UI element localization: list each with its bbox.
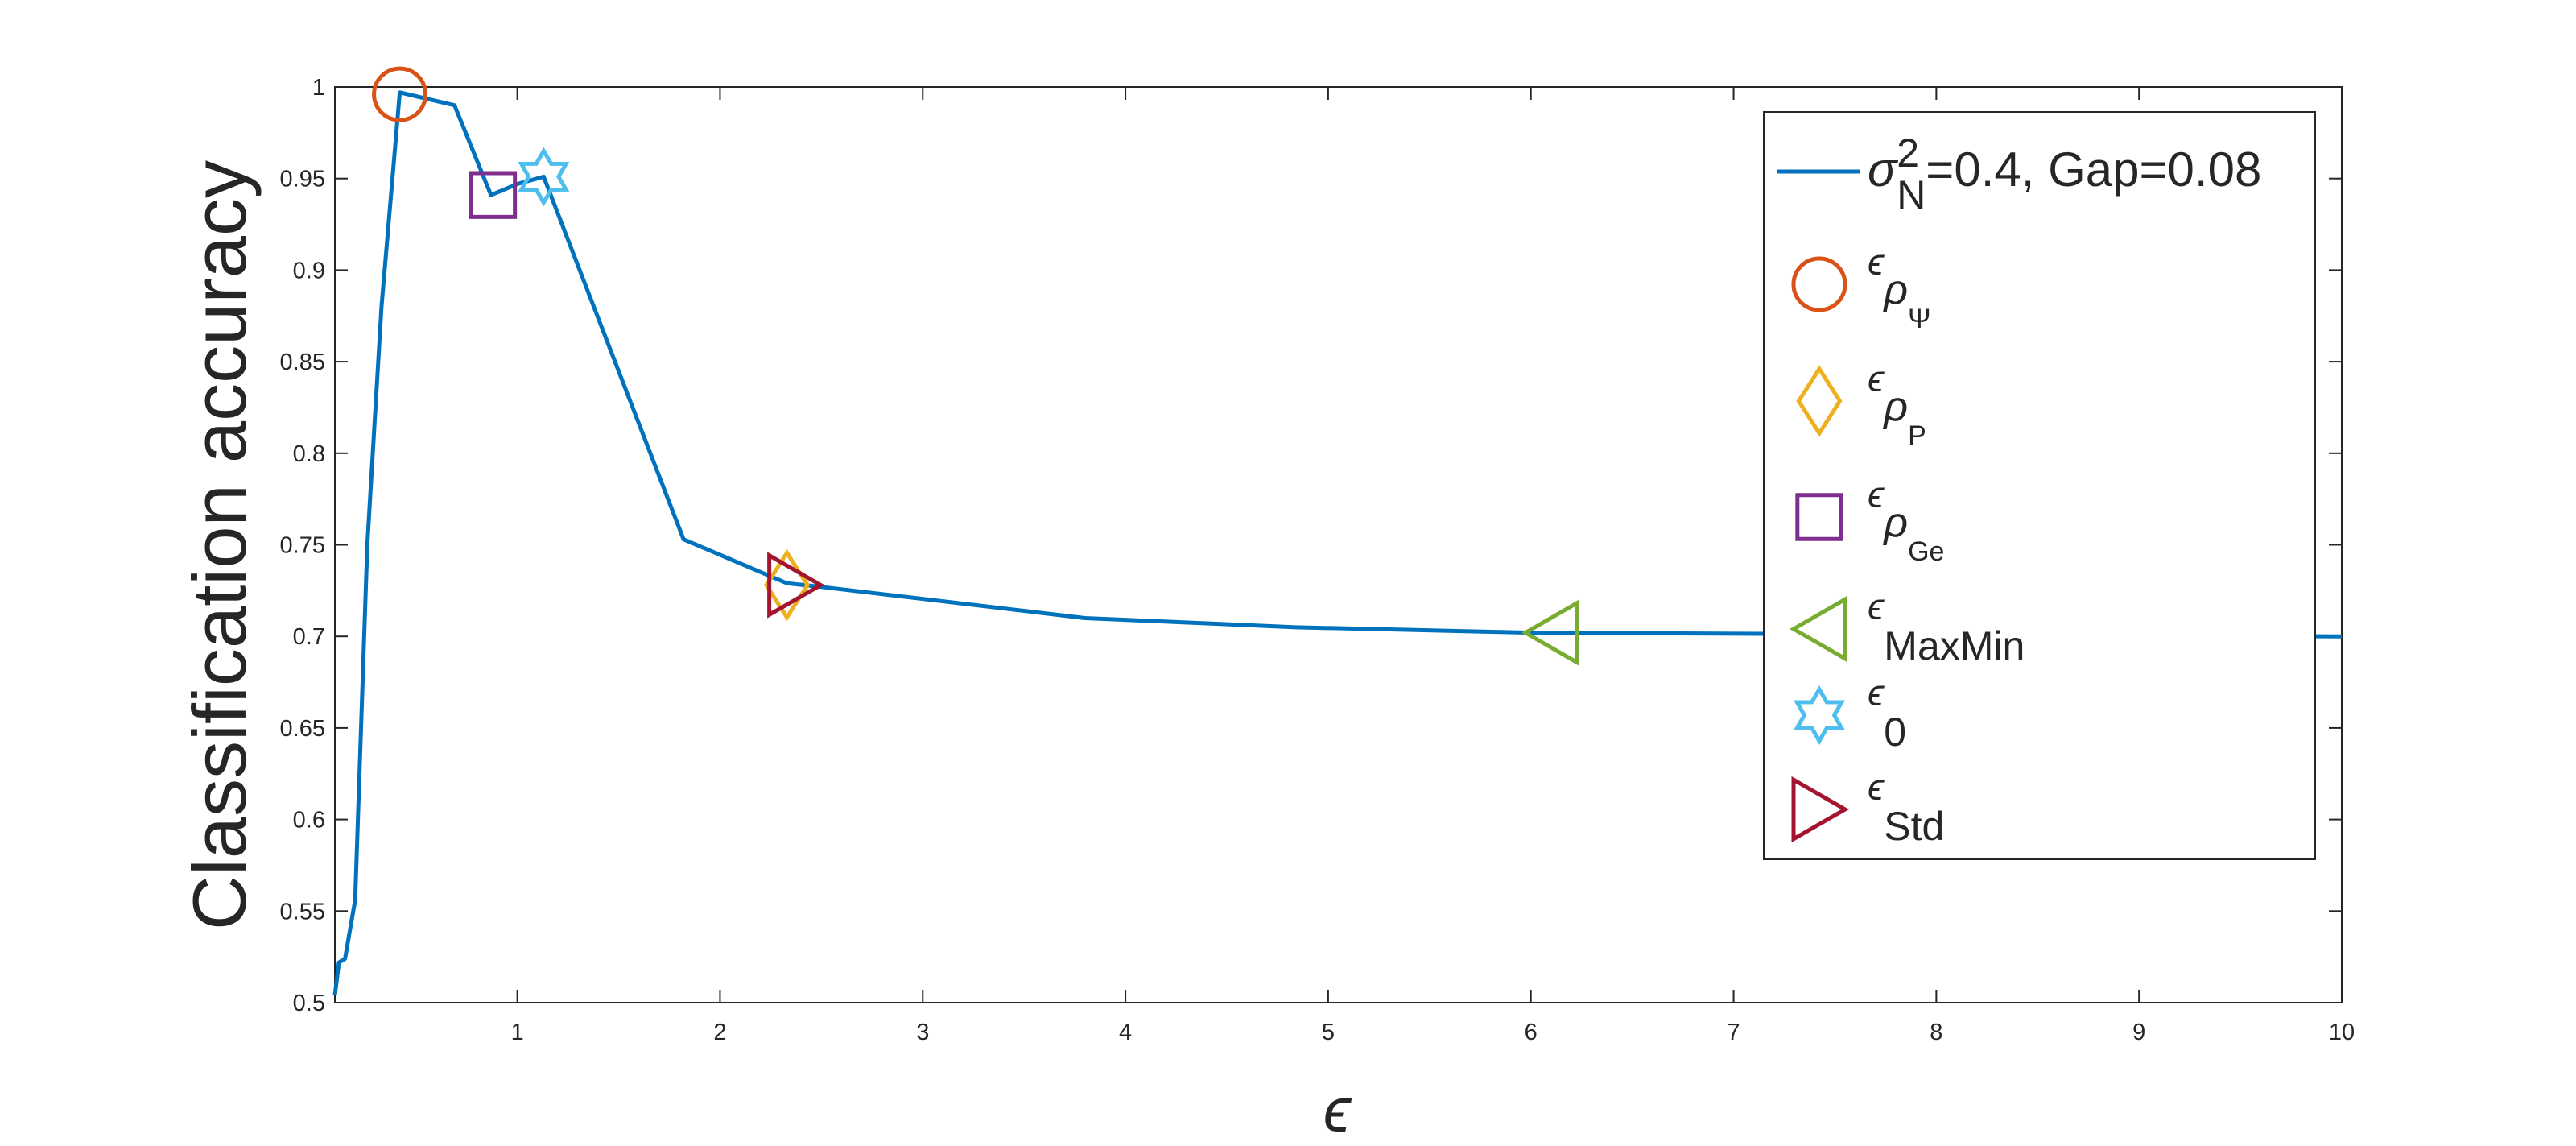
x-axis-label: ϵ [1323, 1074, 1352, 1145]
y-tick-label: 0.55 [280, 899, 325, 925]
legend-text: ϵStd [1868, 766, 1944, 849]
legend-text: 0 [1884, 710, 1906, 755]
legend-text: ϵ [1868, 672, 1885, 714]
legend-text: ϵ0 [1868, 672, 1906, 755]
marker [1791, 256, 1847, 312]
y-tick-label: 0.9 [293, 258, 325, 283]
legend-text: ϵ [1868, 766, 1885, 808]
legend-text: ϵMaxMin [1868, 585, 2025, 668]
y-tick-label: 0.7 [293, 624, 325, 650]
legend-text: ϵρΨ [1868, 241, 1931, 334]
marker [767, 552, 825, 619]
y-tick-label: 0.75 [280, 533, 325, 559]
marker [469, 171, 518, 219]
y-tick-label: 0.85 [280, 350, 325, 375]
x-tick-label: 2 [713, 1020, 726, 1045]
data-line [332, 90, 2343, 996]
legend-text: Ge [1908, 536, 1944, 567]
legend-text: MaxMin [1884, 623, 2025, 668]
marker [372, 66, 428, 122]
x-tick-label: 6 [1525, 1020, 1538, 1045]
legend-text: ϵ [1868, 358, 1885, 399]
x-tick-label: 9 [2132, 1020, 2145, 1045]
y-tick-label: 0.6 [293, 808, 325, 834]
legend-text: ϵρP [1868, 358, 1926, 451]
x-tick-label: 4 [1119, 1020, 1132, 1045]
x-tick-label: 8 [1930, 1020, 1942, 1045]
marker [1796, 365, 1843, 437]
y-tick-label: 1 [312, 75, 325, 101]
legend-text: ρ [1882, 267, 1908, 313]
legend-text: ϵ [1868, 585, 1885, 627]
legend-text: σ [1868, 143, 1899, 197]
legend-text: ϵ [1868, 474, 1885, 515]
x-tick-label: 3 [916, 1020, 929, 1045]
x-tick-label: 5 [1322, 1020, 1335, 1045]
x-tick-label: 1 [511, 1020, 524, 1045]
y-tick-label: 0.95 [280, 167, 325, 192]
y-axis-label: Classification accuracy [177, 160, 262, 930]
legend-box [1763, 111, 2316, 860]
legend-text: Ψ [1908, 304, 1930, 334]
marker [1791, 776, 1850, 843]
legend-text: Std [1884, 804, 1944, 849]
marker [1795, 493, 1843, 541]
marker [1793, 685, 1846, 745]
legend-text: ϵ [1868, 241, 1885, 283]
legend-text: 2 [1897, 130, 1919, 176]
marker [1789, 595, 1847, 663]
y-tick-label: 0.8 [293, 441, 325, 467]
legend-text: P [1908, 420, 1926, 451]
y-tick-label: 0.65 [280, 716, 325, 742]
legend-text: ρ [1882, 383, 1908, 430]
x-tick-label: 7 [1727, 1020, 1740, 1045]
legend-text: ϵρGe [1868, 474, 1944, 567]
y-tick-label: 0.5 [293, 991, 325, 1016]
axes-box [334, 86, 2343, 1003]
legend-text: ρ [1882, 499, 1908, 546]
x-tick-label: 10 [2329, 1020, 2355, 1045]
legend-text: N [1897, 172, 1926, 217]
marker [518, 147, 570, 207]
legend-text: =0.4, Gap=0.08 [1926, 143, 2261, 197]
marker [1521, 599, 1579, 666]
